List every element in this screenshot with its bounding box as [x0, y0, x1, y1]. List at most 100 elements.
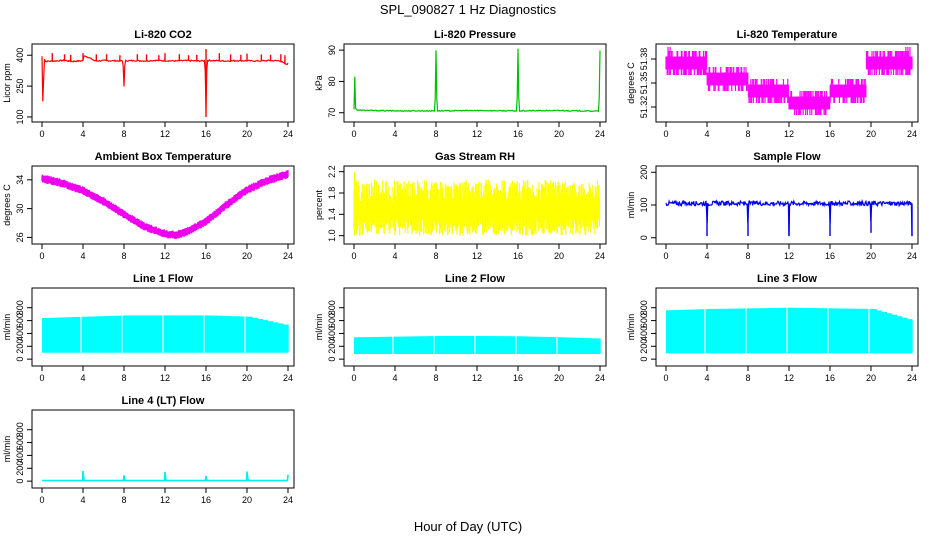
panel-8-block-0	[354, 337, 360, 354]
panel-10-title: Line 4 (LT) Flow	[122, 395, 205, 407]
panel-3-title: Li-820 Temperature	[737, 29, 838, 41]
panel-5-xtick-label-4: 16	[513, 251, 523, 261]
panel-9-xtick-label-4: 16	[825, 373, 835, 383]
panel-2-xtick-label-0: 0	[351, 129, 356, 139]
panel-7-block-44	[267, 321, 274, 353]
panel-8-block-14	[425, 336, 432, 354]
panel-1-xtick-label-2: 8	[121, 129, 126, 139]
panel-8-block-18	[446, 336, 452, 354]
panel-9-block-6	[696, 309, 703, 354]
panel-2-xtick-label-1: 4	[392, 129, 397, 139]
panel-7-block-20	[144, 315, 151, 353]
panel-7-block-28	[185, 315, 192, 353]
panel-5-ytick-label-3: 2.2	[327, 165, 337, 178]
panel-1-ytick-label-0: 100	[15, 109, 25, 124]
panel-4-ytick-label-1: 30	[15, 204, 25, 214]
panel-7-xtick-label-3: 12	[160, 373, 170, 383]
panel-7-block-21	[149, 315, 156, 353]
panel-6-ytick-label-2: 200	[639, 165, 649, 180]
panel-8-block-37	[543, 336, 550, 354]
panel-7-block-9	[88, 316, 94, 353]
panel-9-ylabel: ml/min	[626, 314, 636, 341]
panel-9-title: Line 3 Flow	[757, 273, 817, 285]
panel-6-title: Sample Flow	[753, 151, 821, 163]
panel-10-ytick-label-2: 400	[15, 448, 25, 463]
panel-8-block-1	[359, 337, 365, 354]
panel-9-block-42	[881, 311, 887, 354]
panel-1-xtick-label-3: 12	[160, 129, 170, 139]
panel-6-data	[665, 198, 913, 237]
panel-7-block-48	[288, 325, 289, 353]
panel-8-block-11	[410, 336, 417, 354]
panel-8-block-26	[487, 336, 493, 354]
panel-8-xtick-label-0: 0	[351, 373, 356, 383]
panel-6: Sample Flow ml/min 0 4 8 12 16 20 24 0 100 200	[626, 151, 919, 261]
panel-8-block-12	[415, 336, 422, 354]
panel-2-xtick-label-5: 20	[554, 129, 564, 139]
panel-8-block-45	[584, 338, 591, 354]
panel-4-xtick-label-2: 8	[121, 251, 126, 261]
panel-9-block-13	[732, 308, 739, 354]
panel-2-ytick-label-1: 80	[327, 76, 337, 86]
figure-title: SPL_090827 1 Hz Diagnostics	[380, 2, 557, 17]
panel-1-xtick-label-0: 0	[39, 129, 44, 139]
panel-7-block-33	[211, 315, 217, 353]
panel-7-block-34	[216, 315, 222, 353]
panel-9-block-43	[886, 313, 893, 354]
panel-7-block-46	[277, 323, 284, 353]
panel-7-block-26	[175, 315, 181, 353]
panel-8-xtick-label-4: 16	[513, 373, 523, 383]
panel-8-block-27	[492, 336, 499, 354]
panel-8-block-38	[548, 337, 555, 354]
panel-9-xtick-label-5: 20	[866, 373, 876, 383]
panel-8-block-36	[538, 336, 545, 354]
panel-10-frame	[31, 409, 295, 489]
panel-10-xtick-label-6: 24	[283, 495, 293, 505]
panel-7-xtick-label-1: 4	[80, 373, 85, 383]
panel-10-xtick-label-5: 20	[242, 495, 252, 505]
panel-7-xtick-label-4: 16	[201, 373, 211, 383]
panel-9-block-34	[840, 308, 846, 354]
panel-1-xtick-label-6: 24	[283, 129, 293, 139]
panel-1-ytick-label-2: 400	[15, 48, 25, 63]
panel-9-block-5	[691, 309, 698, 354]
panel-5-data	[353, 171, 601, 236]
panel-6-xtick-label-3: 12	[784, 251, 794, 261]
panel-8-block-28	[497, 336, 504, 354]
panel-8-block-21	[461, 336, 468, 354]
panel-7-block-13	[108, 315, 115, 353]
panel-5-xtick-label-3: 12	[472, 251, 482, 261]
panel-7-block-24	[165, 315, 171, 353]
panel-9-block-41	[876, 310, 882, 354]
panel-8-block-35	[533, 336, 540, 354]
panel-9-ytick-label-4: 800	[639, 300, 649, 315]
panel-8-xtick-label-5: 20	[554, 373, 564, 383]
panel-7-block-12	[103, 316, 110, 353]
panel-8-block-48	[600, 338, 601, 354]
panel-2-data	[353, 48, 601, 113]
panel-9-xtick-label-6: 24	[907, 373, 917, 383]
panel-9: Line 3 Flow ml/min 0 4 8 12 16 20 24 0 20040060080…	[626, 273, 919, 383]
panel-9-block-30	[819, 308, 826, 354]
panel-1-xtick-label-1: 4	[80, 129, 85, 139]
panel-7-block-37	[231, 316, 238, 353]
panel-7-ytick-label-0: 0	[15, 357, 25, 362]
panel-8-ytick-label-2: 400	[327, 326, 337, 341]
panel-1-frame	[31, 43, 295, 123]
panel-5-ytick-label-0: 1.0	[327, 229, 337, 242]
panel-8-xtick-label-6: 24	[595, 373, 605, 383]
panel-8-block-22	[466, 336, 473, 354]
panel-8-block-16	[436, 336, 442, 354]
panel-7-block-3	[57, 317, 64, 353]
panel-9-block-11	[722, 308, 729, 354]
panel-7: Line 1 Flow ml/min 0 4 8 12 16 20 24 0 20040060080…	[2, 273, 295, 383]
panel-10-ytick-label-0: 0	[15, 479, 25, 484]
panel-2-xtick-label-6: 24	[595, 129, 605, 139]
panel-8-ytick-label-0: 0	[327, 357, 337, 362]
panel-9-block-1	[671, 310, 677, 354]
panel-10-xtick-label-0: 0	[39, 495, 44, 505]
panel-8-block-29	[502, 336, 509, 354]
panel-6-xtick-label-2: 8	[745, 251, 750, 261]
panel-2-ylabel: kPa	[314, 75, 324, 91]
